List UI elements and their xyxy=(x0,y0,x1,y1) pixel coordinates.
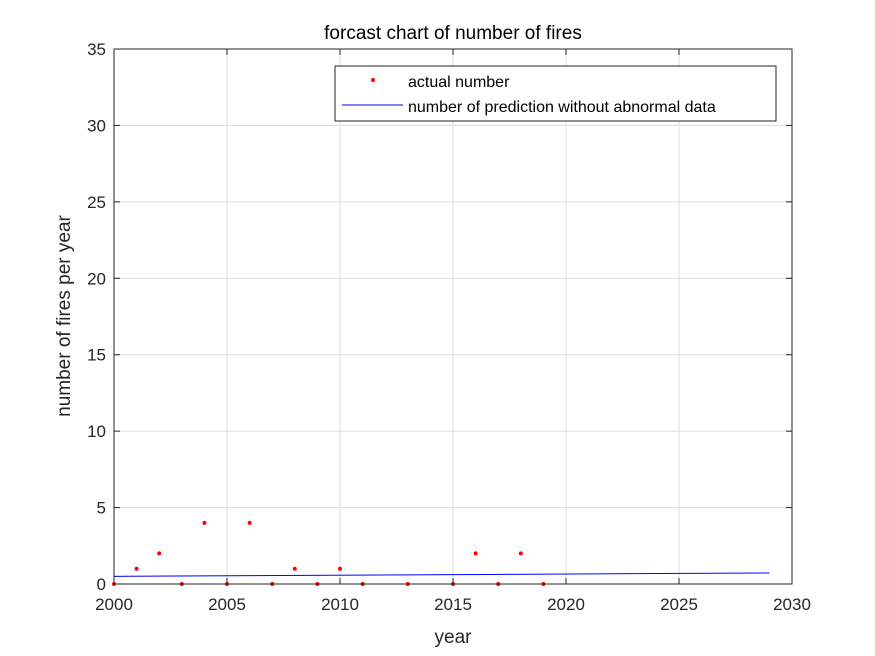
x-tick-label: 2015 xyxy=(434,595,472,614)
legend-marker-actual xyxy=(371,78,375,82)
y-tick-label: 35 xyxy=(87,40,106,59)
y-tick-label: 15 xyxy=(87,346,106,365)
y-tick-label: 5 xyxy=(97,499,106,518)
data-point xyxy=(202,520,207,525)
x-tick-label: 2020 xyxy=(547,595,585,614)
data-point xyxy=(157,551,162,556)
legend-label-prediction: number of prediction without abnormal da… xyxy=(408,99,716,116)
grid xyxy=(114,49,792,584)
y-tick-label: 30 xyxy=(87,116,106,135)
y-axis-ticks: 0 5 10 15 20 25 30 35 xyxy=(87,40,792,594)
x-axis-title: year xyxy=(435,627,473,648)
actual-points-series xyxy=(112,520,546,586)
prediction-line-series xyxy=(113,572,770,577)
legend-label-actual: actual number xyxy=(408,74,510,91)
x-tick-label: 2005 xyxy=(208,595,246,614)
data-point xyxy=(247,520,252,525)
chart-title: forcast chart of number of fires xyxy=(324,23,582,44)
data-point xyxy=(338,566,342,571)
data-point xyxy=(473,551,478,556)
y-tick-label: 25 xyxy=(87,193,106,212)
x-tick-label: 2025 xyxy=(660,595,698,614)
y-tick-label: 10 xyxy=(87,422,106,441)
y-axis-title: number of fires per year xyxy=(54,214,75,416)
x-axis-ticks: 2000 2005 2010 2015 2020 2025 2030 xyxy=(95,49,811,614)
legend: actual number number of prediction witho… xyxy=(334,65,777,122)
x-tick-label: 2030 xyxy=(773,595,811,614)
y-tick-label: 0 xyxy=(97,575,106,594)
x-tick-label: 2000 xyxy=(95,595,133,614)
x-tick-label: 2010 xyxy=(321,595,359,614)
data-point xyxy=(518,551,523,556)
data-point xyxy=(292,566,297,571)
prediction-line xyxy=(113,572,770,577)
legend-box xyxy=(334,65,777,122)
data-point xyxy=(134,566,139,571)
y-tick-label: 20 xyxy=(87,269,106,288)
